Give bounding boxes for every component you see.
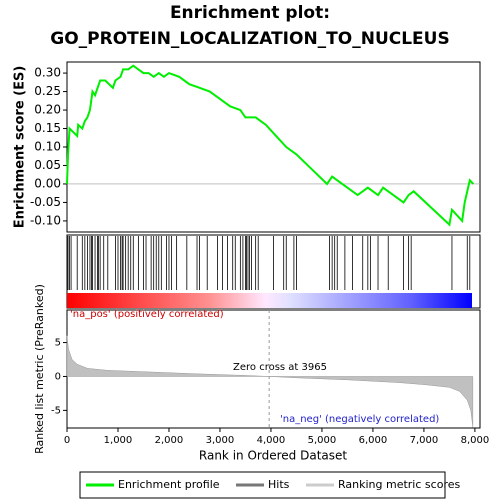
- y-tick-label: -0.10: [30, 213, 61, 227]
- y-tick-label: 5: [55, 338, 61, 349]
- legend-label: Enrichment profile: [118, 478, 220, 491]
- y-tick-label: 0.15: [34, 121, 61, 135]
- color-bar: [67, 293, 472, 308]
- y-tick-label: 0.25: [34, 84, 61, 98]
- subtitle: GO_PROTEIN_LOCALIZATION_TO_NUCLEUS: [50, 29, 449, 49]
- title: Enrichment plot:: [170, 3, 330, 23]
- x-tick-label: 2,000: [155, 435, 184, 446]
- neg-label: 'na_neg' (negatively correlated): [280, 414, 439, 425]
- y-tick-label: 0.10: [34, 140, 61, 154]
- xlabel: Rank in Ordered Dataset: [199, 449, 347, 463]
- x-tick-label: 7,000: [410, 435, 439, 446]
- zero-cross-label: Zero cross at 3965: [233, 362, 327, 373]
- y-tick-label: -5: [51, 405, 61, 416]
- legend-label: Hits: [268, 478, 290, 491]
- y-tick-label: 0.00: [34, 176, 61, 190]
- x-tick-label: 0: [64, 435, 70, 446]
- x-tick-label: 3,000: [206, 435, 235, 446]
- es-ylabel: Enrichment score (ES): [13, 66, 28, 229]
- ranking-metric: [66, 335, 474, 428]
- legend-label: Ranking metric scores: [338, 478, 460, 491]
- x-tick-label: 5,000: [308, 435, 337, 446]
- metric-ylabel: Ranked list metric (PreRanked): [33, 284, 46, 454]
- y-tick-label: 0: [55, 371, 61, 382]
- y-tick-label: 0.20: [34, 103, 61, 117]
- pos-label: 'na_pos' (positively correlated): [70, 309, 224, 320]
- y-tick-label: -0.05: [30, 195, 61, 209]
- x-tick-label: 4,000: [257, 435, 286, 446]
- x-tick-label: 1,000: [104, 435, 133, 446]
- y-tick-label: 0.05: [34, 158, 61, 172]
- y-tick-label: 0.30: [34, 66, 61, 80]
- x-tick-label: 6,000: [359, 435, 388, 446]
- enrichment-profile: [66, 64, 475, 227]
- x-tick-label: 8,000: [461, 435, 490, 446]
